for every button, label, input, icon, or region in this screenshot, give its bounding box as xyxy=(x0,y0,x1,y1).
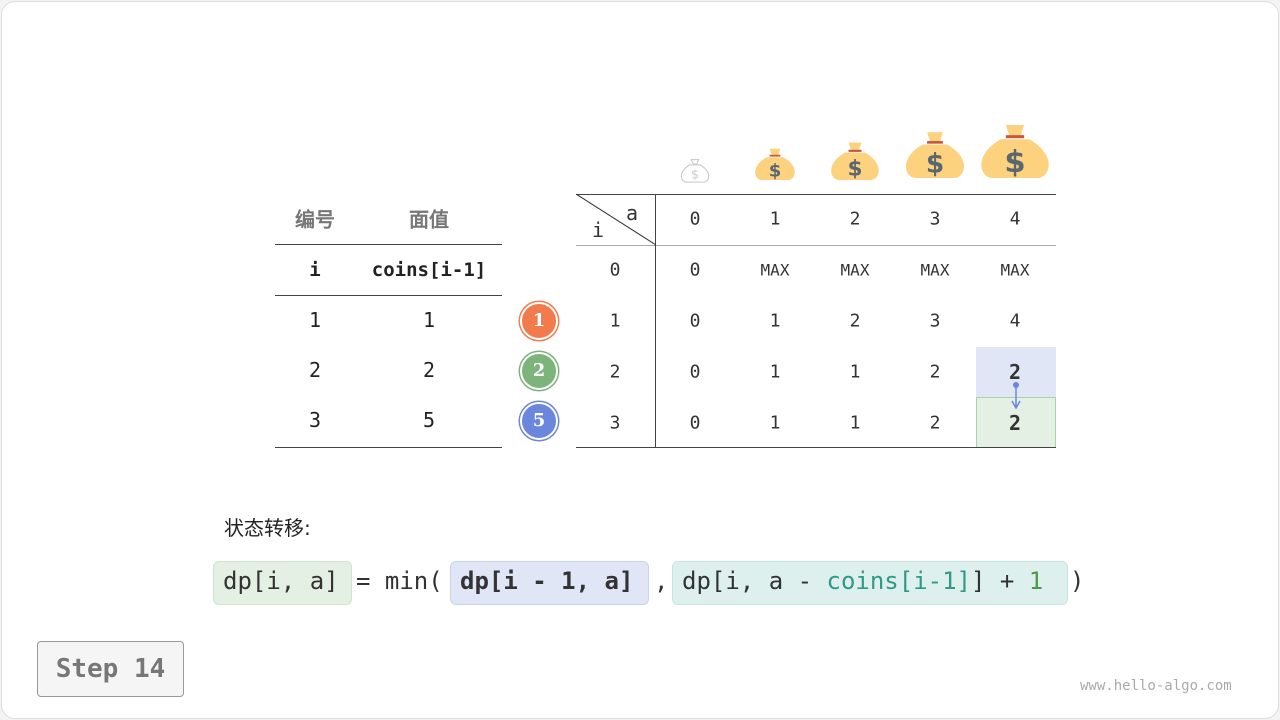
row-header: 3 xyxy=(609,412,621,434)
coin-2-icon: 2 xyxy=(520,352,558,390)
step-button[interactable]: Step 14 xyxy=(37,641,184,697)
divider xyxy=(576,194,1056,195)
money-bag-icon: $ xyxy=(981,124,1049,180)
dp-cell: 1 xyxy=(769,310,781,332)
dp-cell: MAX xyxy=(920,260,950,280)
divider xyxy=(275,295,502,296)
formula-min: = min( xyxy=(356,567,443,595)
formula-arg2-b: ] + xyxy=(971,567,1029,595)
money-bag-icon: $ xyxy=(905,132,965,180)
divider xyxy=(275,244,502,245)
formula-close: ) xyxy=(1070,567,1085,595)
lhs-box xyxy=(213,561,352,605)
dp-cell: MAX xyxy=(840,260,870,280)
formula-arg2: dp[i, a - coins[i-1]] + 1 xyxy=(682,567,1043,595)
money-bag-icon: $ xyxy=(755,148,795,181)
formula-arg2-a: dp[i, a - xyxy=(682,567,827,595)
dp-cell: 1 xyxy=(769,361,781,383)
left-cell: 1 xyxy=(422,308,436,332)
col-header: 3 xyxy=(929,208,941,230)
dp-cell: 1 xyxy=(849,361,861,383)
row-header: 0 xyxy=(609,259,621,281)
left-cell: 1 xyxy=(308,308,322,332)
corner-diagonal xyxy=(576,194,656,246)
header-id-cn: 编号 xyxy=(295,207,335,232)
left-cell: 5 xyxy=(422,408,436,432)
dp-cell: 2 xyxy=(1008,411,1022,435)
svg-text:$: $ xyxy=(926,149,944,180)
dp-cell: 2 xyxy=(929,361,941,383)
dp-cell: 0 xyxy=(689,310,701,332)
svg-text:$: $ xyxy=(691,166,699,181)
watermark: www.hello-algo.com xyxy=(1080,678,1232,694)
dp-cell: 3 xyxy=(929,310,941,332)
divider xyxy=(275,447,502,448)
arg1-box xyxy=(450,561,649,605)
arrow-down-icon xyxy=(1011,382,1021,410)
dp-cell: 1 xyxy=(769,412,781,434)
col-header: 0 xyxy=(689,208,701,230)
corner-a: a xyxy=(625,201,639,225)
corner-i: i xyxy=(591,218,605,242)
dp-cell: 4 xyxy=(1009,310,1021,332)
formula-arg1: dp[i - 1, a] xyxy=(460,567,634,595)
divider xyxy=(576,245,1056,246)
svg-text:$: $ xyxy=(1004,145,1025,180)
left-cell: 2 xyxy=(308,358,322,382)
left-cell: 3 xyxy=(308,408,322,432)
transition-label: 状态转移: xyxy=(224,516,311,540)
dp-cell: MAX xyxy=(760,260,790,280)
formula-arg2-coins: coins[i-1] xyxy=(826,567,972,595)
left-cell: 2 xyxy=(422,358,436,382)
coin-1-icon: 1 xyxy=(520,302,558,340)
money-bags: $ $ $ $ $ xyxy=(680,124,1049,183)
dp-cell: 1 xyxy=(849,412,861,434)
col-header: 1 xyxy=(769,208,781,230)
dp-cell: 0 xyxy=(689,361,701,383)
money-bag-empty-icon: $ xyxy=(680,158,710,183)
formula-comma: , xyxy=(654,567,669,595)
dp-cell: 2 xyxy=(929,412,941,434)
dp-cell: 2 xyxy=(849,310,861,332)
row-header: 1 xyxy=(609,310,621,332)
header-i: i xyxy=(309,259,321,281)
svg-text:$: $ xyxy=(847,157,862,182)
svg-text:$: $ xyxy=(769,160,782,181)
header-coins: coins[i-1] xyxy=(371,259,487,281)
col-header: 2 xyxy=(849,208,861,230)
arg2-box xyxy=(672,561,1068,605)
formula-arg2-one: 1 xyxy=(1028,567,1044,595)
money-bag-icon: $ xyxy=(831,142,879,182)
divider xyxy=(655,194,656,448)
dp-cell: 0 xyxy=(689,412,701,434)
dp-cell: MAX xyxy=(1000,260,1030,280)
dp-cell: 0 xyxy=(689,259,701,281)
row-header: 2 xyxy=(609,361,621,383)
dp-cell: 2 xyxy=(1008,360,1022,384)
coin-5-icon: 5 xyxy=(520,402,558,440)
formula-lhs: dp[i, a] xyxy=(223,567,339,595)
divider xyxy=(576,447,1056,448)
header-value-cn: 面值 xyxy=(409,207,449,232)
col-header: 4 xyxy=(1009,208,1021,230)
